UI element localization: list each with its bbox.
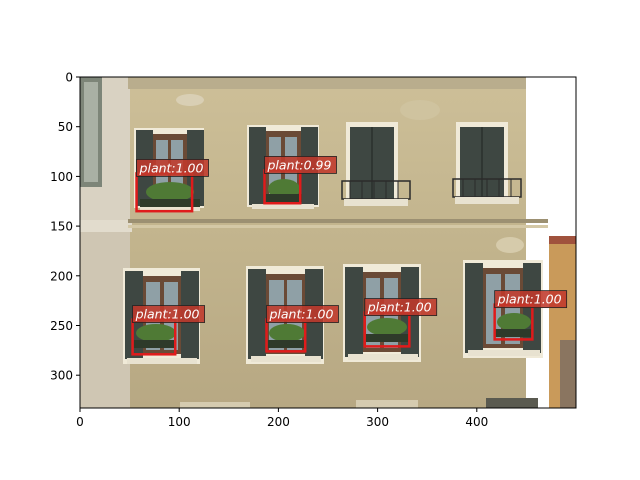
upper-window-4 xyxy=(452,122,522,204)
building-photo xyxy=(80,77,576,408)
y-axis: 0 50 100 150 200 250 300 xyxy=(50,71,80,383)
detection-label: plant:1.00 xyxy=(497,292,562,307)
x-tick-label: 400 xyxy=(465,415,488,429)
lower-window-4 xyxy=(463,260,543,358)
y-tick-label: 200 xyxy=(50,269,73,283)
detection: plant:1.00 xyxy=(135,159,209,213)
y-tick-label: 0 xyxy=(65,71,73,85)
detection: plant:1.00 xyxy=(493,290,568,341)
y-tick-label: 100 xyxy=(50,170,73,184)
x-tick-label: 300 xyxy=(366,415,389,429)
detection-label-bg xyxy=(136,159,209,177)
y-tick-label: 250 xyxy=(50,319,73,333)
detections-layer: plant:1.00 plant:0.99 plant:1.00 plant:1.00… xyxy=(131,156,568,356)
detection-label-bg xyxy=(132,305,205,323)
detection: plant:1.00 xyxy=(265,305,339,353)
x-axis: 0 100 200 300 400 xyxy=(76,408,488,429)
y-tick-label: 300 xyxy=(50,369,73,383)
detection: plant:1.00 xyxy=(363,298,438,348)
detection-label-bg xyxy=(264,156,337,174)
detection-label: plant:0.99 xyxy=(267,157,332,172)
upper-window-3 xyxy=(341,122,411,206)
y-tick-label: 150 xyxy=(50,220,73,234)
detection-label-bg xyxy=(494,290,568,309)
detection: plant:0.99 xyxy=(263,156,337,205)
detection-label: plant:1.00 xyxy=(139,160,204,175)
x-tick-label: 100 xyxy=(168,415,191,429)
detection-label-bg xyxy=(364,298,438,316)
plant-foliage xyxy=(136,179,531,342)
detection-label: plant:1.00 xyxy=(367,300,432,315)
detection-label: plant:1.00 xyxy=(135,307,200,322)
y-tick-label: 50 xyxy=(58,120,73,134)
detection: plant:1.00 xyxy=(131,305,205,356)
detection-label: plant:1.00 xyxy=(268,307,333,322)
x-tick-label: 0 xyxy=(76,415,84,429)
detection-label-bg xyxy=(266,305,339,323)
x-tick-label: 200 xyxy=(267,415,290,429)
axes-frame xyxy=(79,76,577,409)
